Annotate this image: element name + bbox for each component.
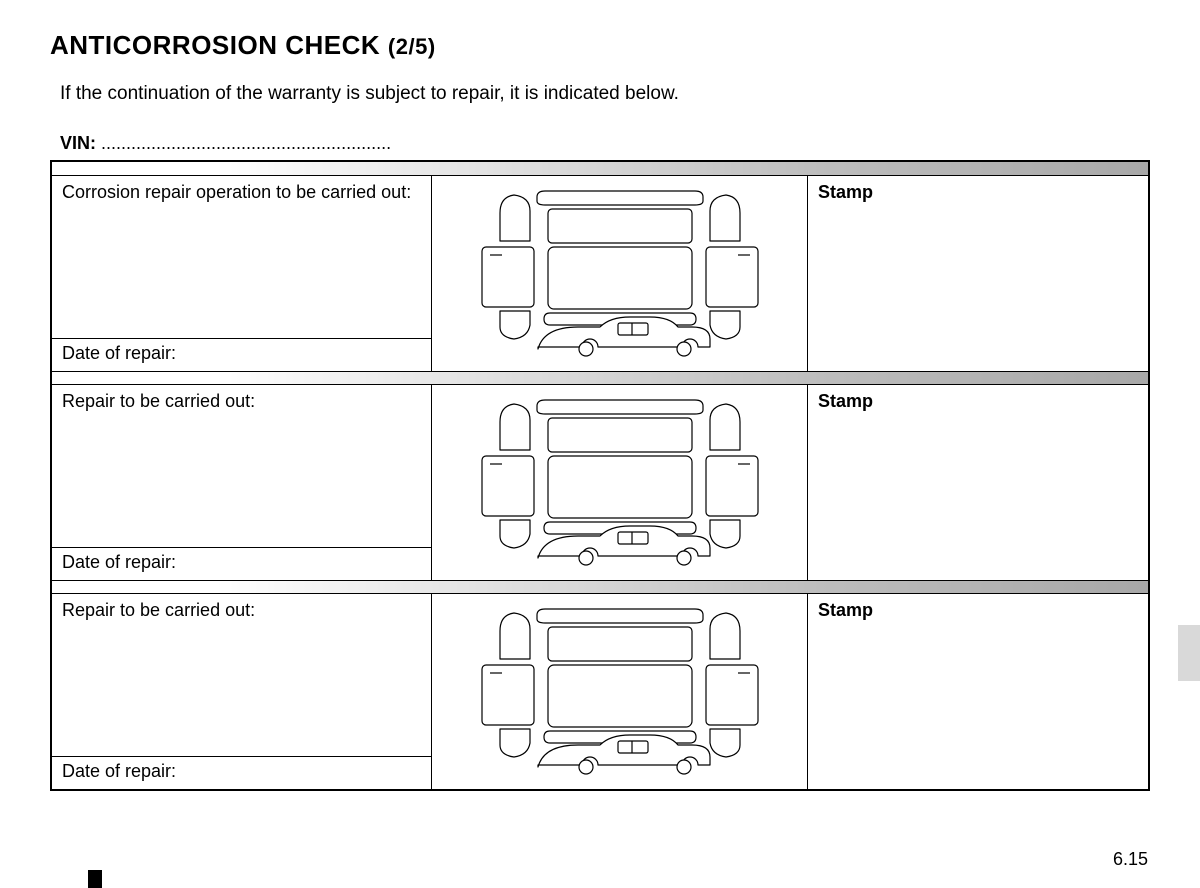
separator-bar [52,371,1148,385]
left-column: Corrosion repair operation to be carried… [52,176,432,371]
page-number: 6.15 [1113,849,1148,870]
vehicle-diagram-icon [470,607,770,777]
separator-bar [52,162,1148,176]
vin-field[interactable]: VIN: ...................................… [60,133,1150,154]
vehicle-diagram-icon [470,398,770,568]
vehicle-diagram-icon [470,189,770,359]
side-tab-icon [1178,625,1200,681]
separator-bar [52,580,1148,594]
left-column: Repair to be carried out: Date of repair… [52,385,432,580]
stamp-cell[interactable]: Stamp [808,176,1148,371]
vehicle-diagram-cell [432,176,808,371]
intro-text: If the continuation of the warranty is s… [60,83,1150,105]
date-of-repair-cell[interactable]: Date of repair: [52,339,431,371]
repair-operation-cell[interactable]: Corrosion repair operation to be carried… [52,176,431,339]
table-row: Repair to be carried out: Date of repair… [52,594,1148,789]
title-part: (2/5) [388,34,436,59]
vehicle-diagram-cell [432,385,808,580]
title-main: ANTICORROSION CHECK [50,30,380,60]
page-title: ANTICORROSION CHECK (2/5) [50,30,1150,61]
date-of-repair-cell[interactable]: Date of repair: [52,548,431,580]
check-table: Corrosion repair operation to be carried… [50,160,1150,791]
vehicle-diagram-cell [432,594,808,789]
vin-label: VIN: [60,133,96,153]
left-column: Repair to be carried out: Date of repair… [52,594,432,789]
vin-value-line: ........................................… [101,133,391,153]
stamp-cell[interactable]: Stamp [808,385,1148,580]
table-row: Repair to be carried out: Date of repair… [52,385,1148,580]
repair-operation-cell[interactable]: Repair to be carried out: [52,594,431,757]
footer-mark-icon [88,870,102,888]
table-row: Corrosion repair operation to be carried… [52,176,1148,371]
repair-operation-cell[interactable]: Repair to be carried out: [52,385,431,548]
stamp-cell[interactable]: Stamp [808,594,1148,789]
date-of-repair-cell[interactable]: Date of repair: [52,757,431,789]
